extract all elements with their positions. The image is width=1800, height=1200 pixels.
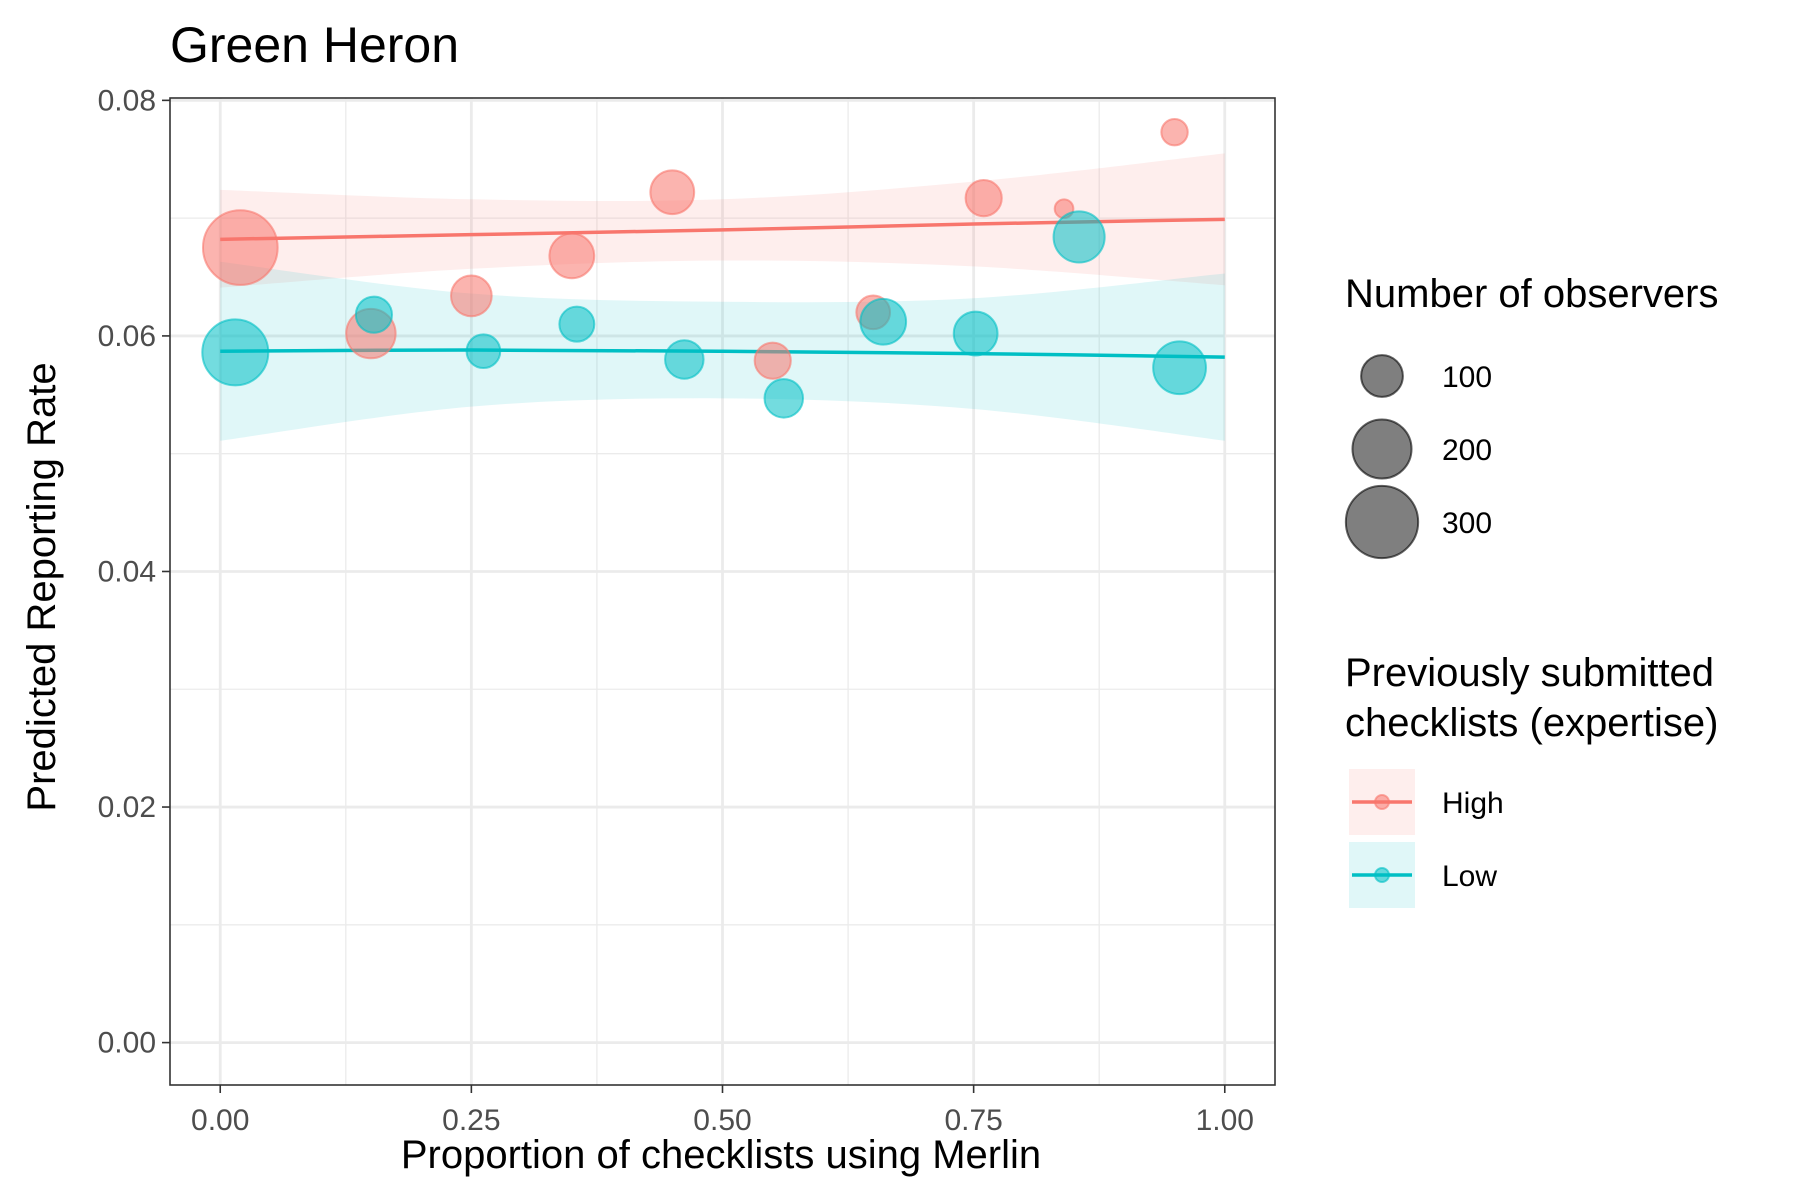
y-axis: 0.00 0.02 0.04 0.06 0.08 xyxy=(98,84,170,1060)
x-tick-label: 0.75 xyxy=(944,1104,1002,1137)
data-point-high xyxy=(964,179,1003,218)
legend-key-point-high xyxy=(1374,794,1390,810)
size-legend: Number of observers 100 200 300 xyxy=(1344,272,1718,560)
data-point-low xyxy=(558,305,596,343)
data-point-low xyxy=(763,378,805,419)
x-axis: 0.00 0.25 0.50 0.75 1.00 xyxy=(191,1085,1254,1137)
x-axis-title: Proportion of checklists using Merlin xyxy=(401,1133,1041,1177)
data-point-low xyxy=(1152,340,1207,396)
color-legend-title-line-2: checklists (expertise) xyxy=(1345,701,1718,745)
data-point-high xyxy=(649,169,696,216)
data-point-low xyxy=(952,310,999,357)
data-points xyxy=(201,117,1207,419)
data-point-low xyxy=(664,339,705,380)
data-point-high xyxy=(753,341,792,380)
color-legend-title-line-1: Previously submitted xyxy=(1345,651,1714,695)
size-legend-key xyxy=(1351,418,1413,480)
y-tick-label: 0.00 xyxy=(98,1027,156,1060)
data-point-high xyxy=(450,274,493,318)
x-tick-label: 0.50 xyxy=(693,1104,751,1137)
legend-label-high: High xyxy=(1442,787,1504,820)
data-point-low xyxy=(354,295,393,334)
data-point-high xyxy=(1160,117,1189,147)
data-point-low xyxy=(1052,210,1106,264)
y-tick-label: 0.02 xyxy=(98,791,156,824)
size-legend-key xyxy=(1360,354,1404,398)
data-point-high xyxy=(548,232,596,280)
size-legend-title: Number of observers xyxy=(1345,272,1718,316)
y-tick-label: 0.04 xyxy=(98,555,156,588)
data-point-low xyxy=(201,318,270,387)
data-point-low xyxy=(465,333,502,370)
y-tick-label: 0.06 xyxy=(98,320,156,353)
x-tick-label: 0.25 xyxy=(442,1104,500,1137)
y-tick-label: 0.08 xyxy=(98,84,156,117)
x-tick-label: 1.00 xyxy=(1196,1104,1254,1137)
color-legend: Previously submitted checklists (experti… xyxy=(1345,651,1725,908)
size-legend-label: 100 xyxy=(1442,361,1492,394)
chart-title: Green Heron xyxy=(170,17,459,73)
size-legend-label: 200 xyxy=(1442,434,1492,467)
size-legend-key xyxy=(1344,484,1420,560)
legend-label-low: Low xyxy=(1442,860,1497,893)
data-point-high xyxy=(201,209,279,286)
legend-key-point-low xyxy=(1374,867,1390,883)
x-tick-label: 0.00 xyxy=(191,1104,249,1137)
y-axis-title: Predicted Reporting Rate xyxy=(20,362,64,811)
data-point-low xyxy=(859,297,908,346)
size-legend-label: 300 xyxy=(1442,507,1492,540)
color-legend-title: Previously submitted checklists (experti… xyxy=(1345,651,1725,745)
